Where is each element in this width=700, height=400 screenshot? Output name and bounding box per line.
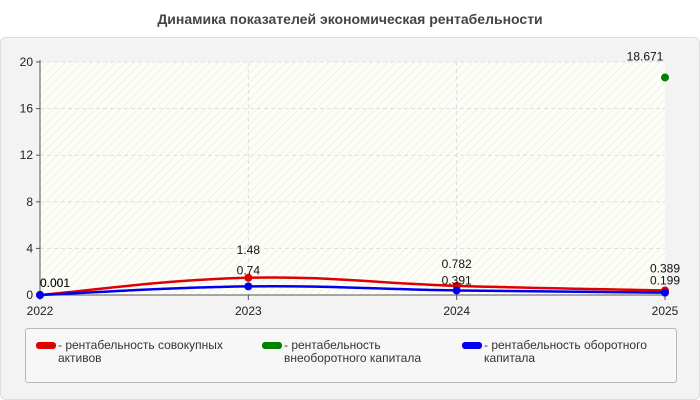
legend: - рентабельность совокупных активов - ре… [25,328,677,383]
data-label: 0.001 [40,276,70,290]
legend-label: - рентабельность совокупных активов [58,338,223,365]
series-line-2 [39,284,666,297]
legend-swatch-red [36,342,56,349]
data-point-1 [661,73,669,82]
plot-area [40,62,665,295]
grid-lines [40,61,665,295]
y-tick-label: 20 [20,55,34,69]
axes: 0 4 8 12 16 20 2022 2023 2024 2025 [20,55,679,318]
data-label: 0.199 [650,274,680,288]
chart-title: Динамика показателей экономическая рента… [157,11,543,27]
data-label: 0.001 [40,276,70,290]
series-line-0 [39,276,666,297]
data-label: 1.48 [237,243,261,257]
data-point-2 [36,290,44,299]
series-group [36,73,669,299]
x-tick-label: 2023 [235,304,262,318]
data-point-2 [452,286,461,295]
x-tick-label: 2024 [443,304,470,318]
legend-label: - рентабельность внеоборотного капитала [284,338,421,365]
data-label: 0.391 [442,273,472,287]
legend-label: - рентабельность оборотного капитала [484,338,647,365]
data-point-0 [244,273,253,282]
y-tick-label: 16 [20,102,34,116]
data-label: 18.671 [627,49,664,63]
legend-swatch-green [262,342,282,349]
y-tick-label: 4 [26,241,33,255]
data-point-2 [244,282,253,291]
data-label: 0.389 [650,261,680,275]
y-tick-label: 12 [20,148,34,162]
data-point-2 [661,288,669,297]
data-label: 0.74 [237,263,261,277]
data-label: 0.782 [442,257,472,271]
legend-swatch-blue [462,342,482,349]
x-tick-label: 2025 [652,304,679,318]
y-tick-label: 8 [26,195,33,209]
x-tick-label: 2022 [27,304,54,318]
y-tick-label: 0 [26,288,33,302]
